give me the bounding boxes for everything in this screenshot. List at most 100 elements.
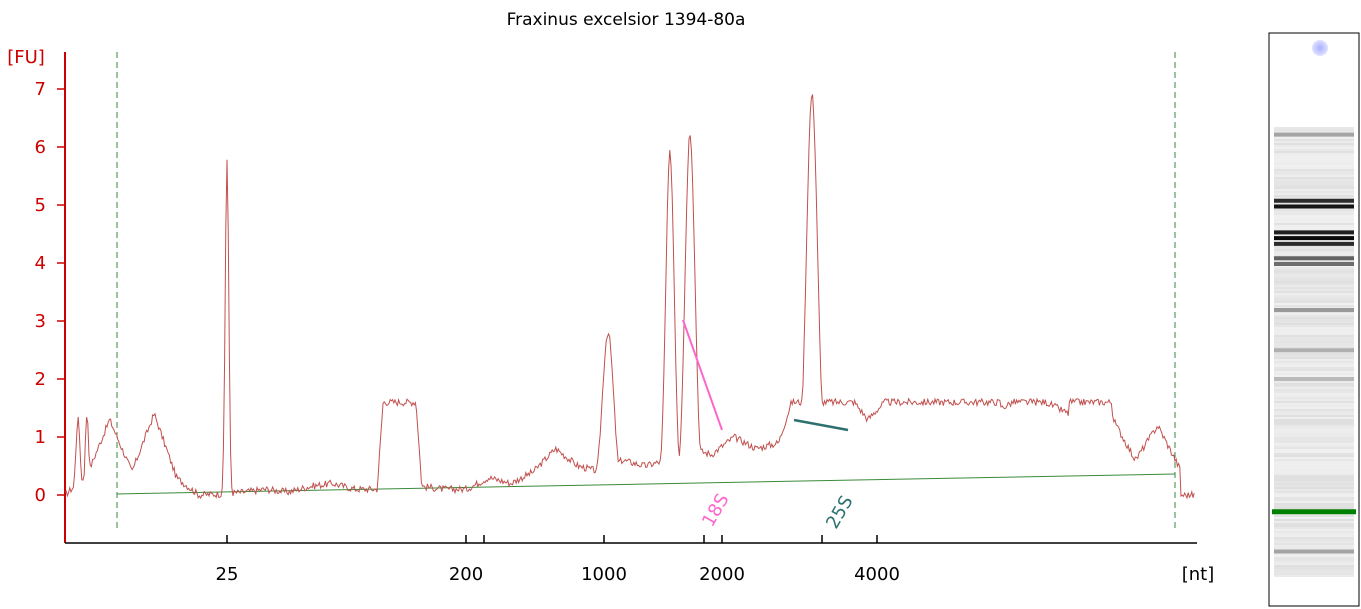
gel-smear-line xyxy=(1274,475,1354,477)
gel-band xyxy=(1274,132,1354,137)
gel-smear-line xyxy=(1274,473,1354,475)
gel-smear-line xyxy=(1274,155,1354,157)
gel-smear-line xyxy=(1274,437,1354,439)
gel-smear-line xyxy=(1274,321,1354,323)
gel-smear-line xyxy=(1274,469,1354,471)
gel-smear-line xyxy=(1274,195,1354,197)
gel-smear-line xyxy=(1274,545,1354,547)
gel-smear-line xyxy=(1274,141,1354,143)
gel-smear-line xyxy=(1274,301,1354,303)
y-axis-label: [FU] xyxy=(7,47,45,68)
gel-band xyxy=(1274,236,1354,241)
gel-smear-line xyxy=(1274,181,1354,183)
gel-smear-line xyxy=(1274,495,1354,497)
marker-label-18s: 18S xyxy=(698,490,733,530)
gel-smear-line xyxy=(1274,413,1354,415)
gel-smear-line xyxy=(1274,193,1354,195)
gel-smear-line xyxy=(1274,183,1354,185)
gel-band xyxy=(1274,377,1354,381)
gel-smear-line xyxy=(1274,271,1354,273)
gel-smear-line xyxy=(1274,539,1354,541)
gel-smear-line xyxy=(1274,161,1354,163)
gel-smear-line xyxy=(1274,461,1354,463)
gel-smear-line xyxy=(1274,453,1354,455)
gel-smear-line xyxy=(1274,529,1354,531)
gel-smear-line xyxy=(1274,335,1354,337)
gel-smear-line xyxy=(1274,501,1354,503)
gel-smear-line xyxy=(1274,455,1354,457)
gel-smear-line xyxy=(1274,371,1354,373)
gel-smear-line xyxy=(1274,149,1354,151)
gel-smear-line xyxy=(1274,151,1354,153)
x-axis-ticks: 25 200 1000 2000 4000 xyxy=(216,535,900,585)
gel-smear-line xyxy=(1274,565,1354,567)
gel-smear-line xyxy=(1274,403,1354,405)
gel-smear-line xyxy=(1274,439,1354,441)
gel-smear-line xyxy=(1274,477,1354,479)
gel-smear-line xyxy=(1274,571,1354,573)
gel-smear-line xyxy=(1274,331,1354,333)
gel-smear-line xyxy=(1274,173,1354,175)
gel-smear-line xyxy=(1274,449,1354,451)
gel-smear-line xyxy=(1274,225,1354,227)
gel-smear-line xyxy=(1274,313,1354,315)
gel-band xyxy=(1274,308,1354,312)
gel-smear-line xyxy=(1274,305,1354,307)
gel-smear-line xyxy=(1274,423,1354,425)
gel-smear-line xyxy=(1274,289,1354,291)
gel-smear-line xyxy=(1274,559,1354,561)
gel-band xyxy=(1274,549,1354,554)
gel-smear-line xyxy=(1274,325,1354,327)
gel-smear-line xyxy=(1274,283,1354,285)
gel-smear-line xyxy=(1274,187,1354,189)
gel-smear-line xyxy=(1274,339,1354,341)
gel-smear-line xyxy=(1274,267,1354,269)
gel-smear-line xyxy=(1274,353,1354,355)
gel-smear-line xyxy=(1274,247,1354,249)
gel-smear-line xyxy=(1274,203,1354,205)
gel-smear-line xyxy=(1274,553,1354,555)
gel-smear-line xyxy=(1274,235,1354,237)
y-tick-label: 1 xyxy=(35,427,46,448)
gel-smear-line xyxy=(1274,337,1354,339)
gel-smear-line xyxy=(1274,287,1354,289)
gel-smear-line xyxy=(1274,427,1354,429)
y-tick-label: 6 xyxy=(35,137,46,158)
gel-smear-line xyxy=(1274,505,1354,507)
gel-smear-line xyxy=(1274,507,1354,509)
gel-smear-line xyxy=(1274,217,1354,219)
gel-smear-line xyxy=(1274,433,1354,435)
gel-lane xyxy=(1268,32,1360,607)
x-tick-label: 1000 xyxy=(581,564,627,585)
gel-smear-line xyxy=(1274,153,1354,155)
gel-smear-line xyxy=(1274,543,1354,545)
x-tick-label: 25 xyxy=(216,564,239,585)
gel-smear-line xyxy=(1274,573,1354,575)
gel-smear-line xyxy=(1274,451,1354,453)
y-tick-label: 7 xyxy=(35,79,46,100)
gel-smear-line xyxy=(1274,397,1354,399)
gel-smear-line xyxy=(1274,157,1354,159)
gel-smear-line xyxy=(1274,463,1354,465)
gel-smear-line xyxy=(1274,303,1354,305)
gel-smear-line xyxy=(1274,421,1354,423)
gel-smear-line xyxy=(1274,467,1354,469)
gel-smear-line xyxy=(1274,465,1354,467)
gel-smear-line xyxy=(1274,273,1354,275)
gel-smear-line xyxy=(1274,375,1354,377)
gel-smear-line xyxy=(1274,499,1354,501)
gel-smear-line xyxy=(1274,279,1354,281)
gel-smear-line xyxy=(1274,409,1354,411)
gel-smear-line xyxy=(1274,535,1354,537)
gel-smear-line xyxy=(1274,145,1354,147)
gel-smear-line xyxy=(1274,295,1354,297)
gel-smear-line xyxy=(1274,215,1354,217)
gel-smear-line xyxy=(1274,343,1354,345)
loading-well-dot xyxy=(1312,40,1328,56)
gel-smear-line xyxy=(1274,521,1354,523)
gel-smear-line xyxy=(1274,327,1354,329)
gel-smear-line xyxy=(1274,341,1354,343)
gel-smear-line xyxy=(1274,317,1354,319)
gel-smear-line xyxy=(1274,411,1354,413)
gel-marker-band xyxy=(1272,509,1356,515)
